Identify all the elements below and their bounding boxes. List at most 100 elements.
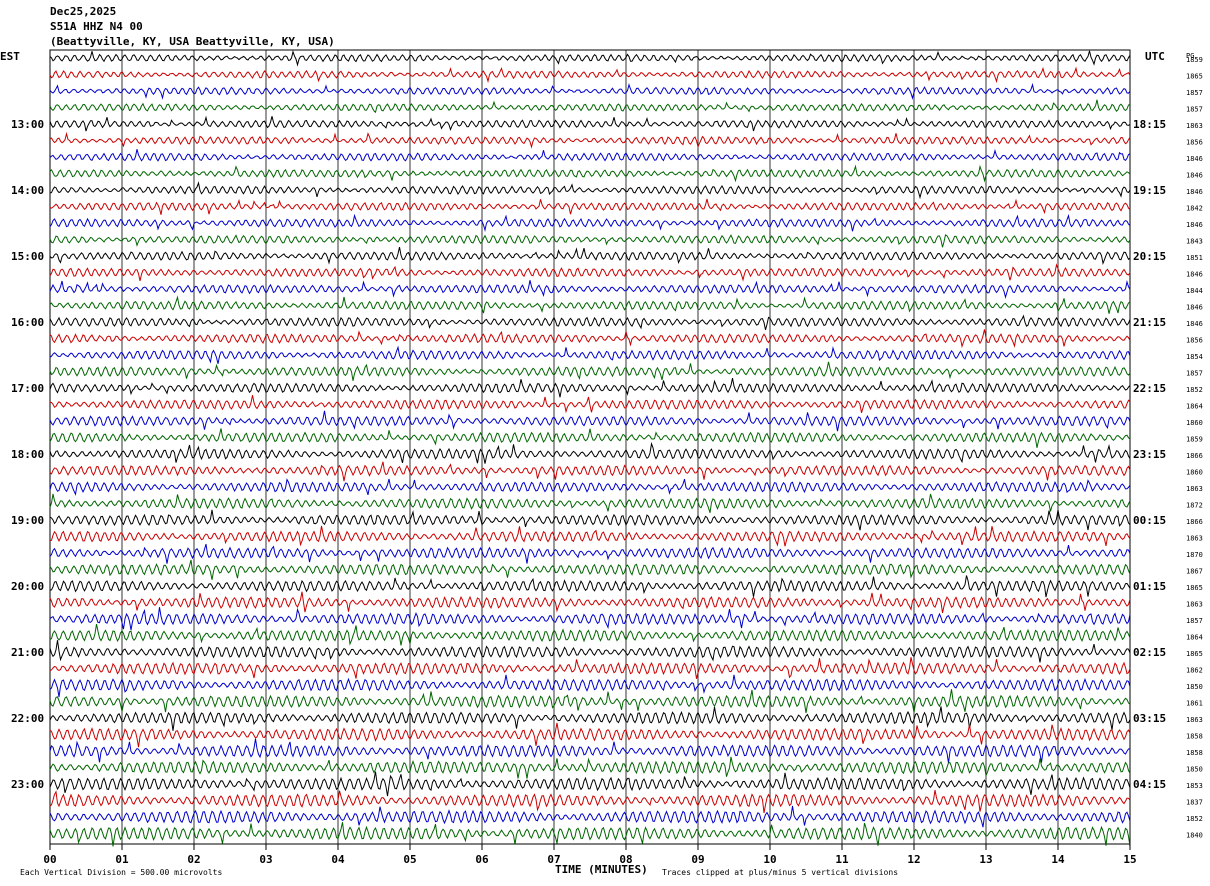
est-hour-label: 21:00	[11, 646, 44, 659]
seismic-trace	[49, 623, 1131, 646]
pg-value: 1850	[1186, 683, 1203, 691]
pg-value: 1857	[1186, 617, 1203, 625]
est-hour-label: 19:00	[11, 514, 44, 527]
est-hour-label: 22:00	[11, 712, 44, 725]
seismic-trace	[49, 461, 1131, 482]
pg-value: 1865	[1186, 650, 1203, 658]
seismic-trace	[49, 395, 1131, 414]
seismic-trace	[49, 640, 1131, 663]
est-hour-label: 14:00	[11, 184, 44, 197]
seismic-trace	[49, 756, 1131, 779]
seismic-trace	[49, 607, 1131, 631]
seismic-trace	[49, 738, 1131, 763]
pg-value: 1851	[1186, 254, 1203, 262]
x-tick-label: 00	[43, 853, 56, 866]
pg-value: 1853	[1186, 782, 1203, 790]
seismic-trace	[49, 575, 1131, 598]
plot-area	[49, 49, 1131, 845]
pg-value: 1859	[1186, 436, 1203, 444]
seismic-trace	[49, 722, 1131, 748]
pg-value: 1866	[1186, 452, 1203, 460]
pg-value: 1863	[1186, 601, 1203, 609]
utc-hour-label: 21:15	[1133, 316, 1166, 329]
x-tick-label: 09	[691, 853, 704, 866]
utc-hour-label: 18:15	[1133, 118, 1166, 131]
seismic-trace	[49, 706, 1131, 731]
pg-column-header: PG	[1186, 52, 1194, 60]
seismic-trace	[49, 50, 1131, 67]
utc-hour-label: 20:15	[1133, 250, 1166, 263]
header-location: (Beattyville, KY, USA Beattyville, KY, U…	[50, 35, 335, 48]
x-tick-label: 02	[187, 853, 200, 866]
seismic-trace	[49, 131, 1131, 149]
pg-value: 1863	[1186, 485, 1203, 493]
pg-value: 1870	[1186, 551, 1203, 559]
pg-value: 1854	[1186, 353, 1203, 361]
est-hour-label: 13:00	[11, 118, 44, 131]
seismic-trace	[49, 493, 1131, 513]
left-timezone-label: EST	[0, 50, 20, 63]
seismic-trace	[49, 234, 1131, 248]
est-hour-label: 18:00	[11, 448, 44, 461]
seismic-trace	[49, 329, 1131, 349]
x-tick-label: 10	[763, 853, 776, 866]
seismic-trace	[49, 441, 1131, 464]
pg-value: 1858	[1186, 749, 1203, 757]
seismic-trace	[49, 543, 1131, 564]
seismic-trace	[49, 314, 1131, 331]
seismic-trace	[49, 790, 1131, 813]
x-tick-label: 07	[547, 853, 560, 866]
pg-value: 1846	[1186, 221, 1203, 229]
seismic-trace	[49, 263, 1131, 282]
seismic-trace	[49, 689, 1131, 714]
seismic-trace	[49, 213, 1131, 232]
pg-value: 1846	[1186, 188, 1203, 196]
pg-value: 1857	[1186, 106, 1203, 114]
plot-border	[49, 49, 1131, 845]
pg-value: 1850	[1186, 766, 1203, 774]
x-tick-label: 14	[1051, 853, 1065, 866]
seismic-trace	[49, 525, 1131, 547]
x-tick-label: 12	[907, 853, 920, 866]
seismic-trace	[49, 66, 1131, 84]
pg-value: 1860	[1186, 469, 1203, 477]
seismic-trace	[49, 657, 1131, 679]
utc-hour-label: 00:15	[1133, 514, 1166, 527]
pg-value: 1846	[1186, 320, 1203, 328]
est-hour-labels: 13:00 14:00 15:00 16:00 17:00 18:00 19:00 20:00…	[11, 118, 44, 791]
pg-value: 1863	[1186, 716, 1203, 724]
pg-value: 1860	[1186, 419, 1203, 427]
pg-value: 1864	[1186, 634, 1203, 642]
pg-value: 1852	[1186, 386, 1203, 394]
pg-value: 1842	[1186, 205, 1203, 213]
seismic-trace	[49, 82, 1131, 100]
seismic-trace	[49, 181, 1131, 200]
pg-value: 1844	[1186, 287, 1203, 295]
pg-value: 1864	[1186, 403, 1203, 411]
seismic-trace	[49, 771, 1131, 797]
x-tick-label: 04	[331, 853, 345, 866]
utc-hour-label: 02:15	[1133, 646, 1166, 659]
est-hour-label: 16:00	[11, 316, 44, 329]
pg-value: 1846	[1186, 172, 1203, 180]
seismic-trace	[49, 345, 1131, 364]
pg-value: 1846	[1186, 155, 1203, 163]
pg-value: 1865	[1186, 584, 1203, 592]
seismic-trace	[49, 164, 1131, 183]
est-hour-label: 23:00	[11, 778, 44, 791]
seismic-trace	[49, 377, 1131, 398]
utc-hour-label: 19:15	[1133, 184, 1166, 197]
pg-value: 1859	[1186, 56, 1203, 64]
seismic-trace	[49, 148, 1131, 162]
seismic-trace	[49, 822, 1131, 847]
x-tick-label: 15	[1123, 853, 1136, 866]
x-axis-ticks: 00 01 02 03 04 05 06 07 08 09 10 11 12 13 14 15	[43, 844, 1137, 866]
est-hour-label: 20:00	[11, 580, 44, 593]
seismic-trace	[49, 115, 1131, 132]
pg-value-labels: 1859 1865 1857 1857 1863 1856 1846 1846 1846 1842…	[1186, 56, 1203, 840]
pg-value: 1856	[1186, 139, 1203, 147]
pg-value: 1846	[1186, 304, 1203, 312]
est-hour-label: 15:00	[11, 250, 44, 263]
x-tick-label: 05	[403, 853, 416, 866]
